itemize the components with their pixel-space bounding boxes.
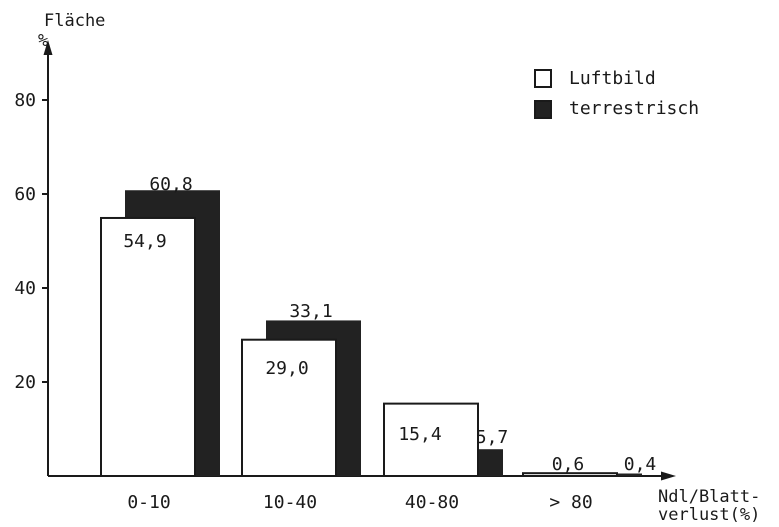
value-label-luftbild: 15,4: [398, 424, 441, 445]
bar-luftbild: [522, 472, 618, 477]
bar-luftbild: [241, 338, 337, 478]
x-axis-title: Ndl/Blatt-: [658, 487, 760, 507]
value-label-terrestrisch: 60,8: [149, 174, 192, 195]
x-axis-title-2: verlust(%): [658, 505, 760, 525]
y-axis-title: Fläche: [44, 11, 105, 31]
value-label-luftbild: 54,9: [123, 231, 166, 252]
y-tick-label: 20: [14, 372, 36, 393]
category-label: 40-80: [405, 492, 459, 513]
y-axis-arrow: [43, 40, 53, 55]
y-tick-label: 60: [14, 184, 36, 205]
y-tick-label: 80: [14, 90, 36, 111]
value-label-terrestrisch: 33,1: [289, 301, 332, 322]
legend-swatch-luftbild: [534, 69, 552, 88]
x-axis-arrow: [661, 471, 676, 481]
value-label-luftbild: 0,6: [552, 454, 585, 475]
bars: [100, 190, 642, 478]
value-label-luftbild: 29,0: [265, 358, 308, 379]
legend-label-luftbild: Luftbild: [569, 68, 656, 89]
value-label-terrestrisch: 0,4: [624, 454, 657, 475]
category-label: 10-40: [263, 492, 317, 513]
category-label: 0-10: [127, 492, 170, 513]
bar-luftbild: [383, 402, 479, 477]
category-labels: 0-10 10-40 40-80 > 80: [127, 492, 592, 513]
y-tick-label: 40: [14, 278, 36, 299]
y-axis-unit: %: [38, 31, 48, 51]
category-label: > 80: [549, 492, 592, 513]
bar-luftbild: [100, 216, 196, 477]
legend-label-terrestrisch: terrestrisch: [569, 98, 699, 119]
value-label-terrestrisch: 5,7: [476, 427, 509, 448]
legend: Luftbild terrestrisch: [534, 68, 699, 119]
value-labels: 54,9 60,8 29,0 33,1 15,4 5,7 0,6 0,4: [123, 174, 656, 475]
legend-swatch-terrestrisch: [534, 100, 552, 119]
y-ticks: 20 40 60 80: [14, 90, 48, 393]
